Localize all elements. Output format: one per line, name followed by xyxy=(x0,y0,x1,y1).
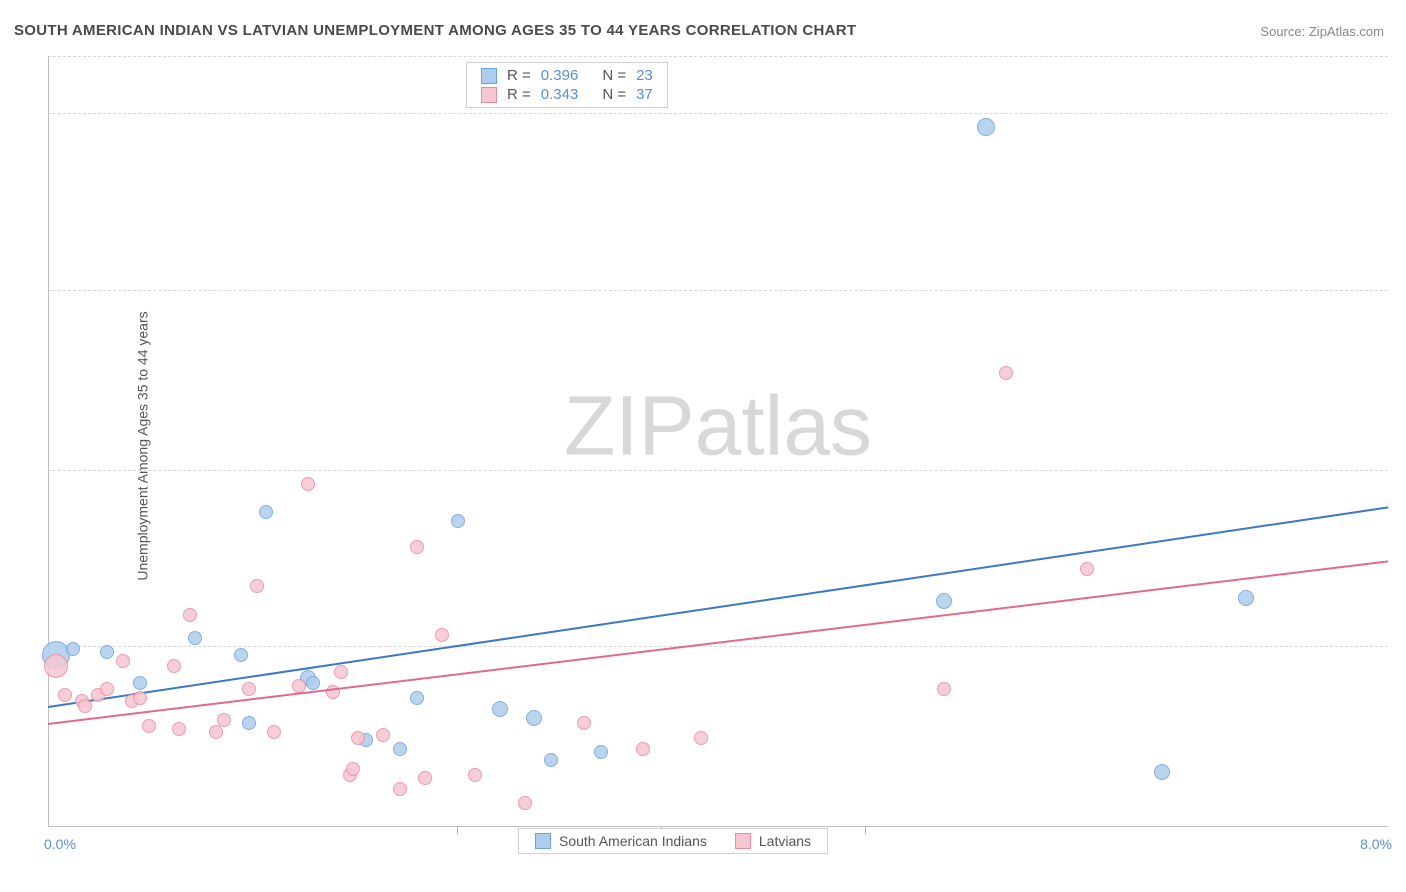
data-point xyxy=(410,691,424,705)
data-point xyxy=(78,699,92,713)
data-point xyxy=(393,782,407,796)
data-point xyxy=(451,514,465,528)
data-point xyxy=(172,722,186,736)
watermark: ZIPatlas xyxy=(564,377,872,474)
data-point xyxy=(518,796,532,810)
plot-area: ZIPatlas 6.3%12.5%18.8%25.0%0.0%8.0%R =0… xyxy=(48,56,1388,826)
data-point xyxy=(242,682,256,696)
data-point xyxy=(410,540,424,554)
data-point xyxy=(492,701,508,717)
data-point xyxy=(346,762,360,776)
x-origin-label: 0.0% xyxy=(44,836,76,852)
gridline-h xyxy=(48,470,1388,471)
trend-line xyxy=(48,507,1388,709)
stats-row: R =0.396N =23 xyxy=(481,67,653,84)
data-point xyxy=(100,682,114,696)
data-point xyxy=(188,631,202,645)
x-tick xyxy=(865,826,866,834)
data-point xyxy=(393,742,407,756)
data-point xyxy=(435,628,449,642)
swatch-icon xyxy=(481,68,497,84)
data-point xyxy=(376,728,390,742)
data-point xyxy=(1154,764,1170,780)
trend-line xyxy=(48,561,1388,726)
data-point xyxy=(116,654,130,668)
data-point xyxy=(999,366,1013,380)
data-point xyxy=(937,682,951,696)
data-point xyxy=(306,676,320,690)
legend: South American Indians Latvians xyxy=(518,828,828,854)
data-point xyxy=(242,716,256,730)
source-link[interactable]: ZipAtlas.com xyxy=(1309,24,1384,39)
x-axis xyxy=(48,826,1388,827)
data-point xyxy=(468,768,482,782)
data-point xyxy=(1238,590,1254,606)
gridline-h xyxy=(48,56,1388,57)
gridline-h xyxy=(48,290,1388,291)
data-point xyxy=(594,745,608,759)
data-point xyxy=(58,688,72,702)
data-point xyxy=(936,593,952,609)
data-point xyxy=(418,771,432,785)
legend-item: Latvians xyxy=(735,833,811,849)
swatch-icon xyxy=(481,87,497,103)
x-max-label: 8.0% xyxy=(1360,836,1392,852)
data-point xyxy=(694,731,708,745)
y-tick-label: 25.0% xyxy=(1396,105,1406,121)
data-point xyxy=(334,665,348,679)
data-point xyxy=(351,731,365,745)
chart-title: SOUTH AMERICAN INDIAN VS LATVIAN UNEMPLO… xyxy=(14,22,856,39)
swatch-icon xyxy=(535,833,551,849)
data-point xyxy=(142,719,156,733)
data-point xyxy=(44,654,68,678)
data-point xyxy=(133,676,147,690)
data-point xyxy=(1080,562,1094,576)
data-point xyxy=(636,742,650,756)
data-point xyxy=(66,642,80,656)
data-point xyxy=(544,753,558,767)
data-point xyxy=(217,713,231,727)
gridline-h xyxy=(48,646,1388,647)
stats-box: R =0.396N =23 R =0.343N =37 xyxy=(466,62,668,108)
y-tick-label: 12.5% xyxy=(1396,462,1406,478)
legend-item: South American Indians xyxy=(535,833,707,849)
data-point xyxy=(259,505,273,519)
data-point xyxy=(301,477,315,491)
y-axis xyxy=(48,56,49,826)
data-point xyxy=(234,648,248,662)
data-point xyxy=(100,645,114,659)
x-tick xyxy=(457,826,458,834)
stats-row: R =0.343N =37 xyxy=(481,86,653,103)
swatch-icon xyxy=(735,833,751,849)
data-point xyxy=(577,716,591,730)
data-point xyxy=(267,725,281,739)
data-point xyxy=(526,710,542,726)
y-tick-label: 18.8% xyxy=(1396,282,1406,298)
data-point xyxy=(977,118,995,136)
data-point xyxy=(250,579,264,593)
y-tick-label: 6.3% xyxy=(1396,638,1406,654)
data-point xyxy=(133,691,147,705)
source-label: Source: ZipAtlas.com xyxy=(1260,24,1384,39)
data-point xyxy=(183,608,197,622)
data-point xyxy=(167,659,181,673)
gridline-h xyxy=(48,113,1388,114)
